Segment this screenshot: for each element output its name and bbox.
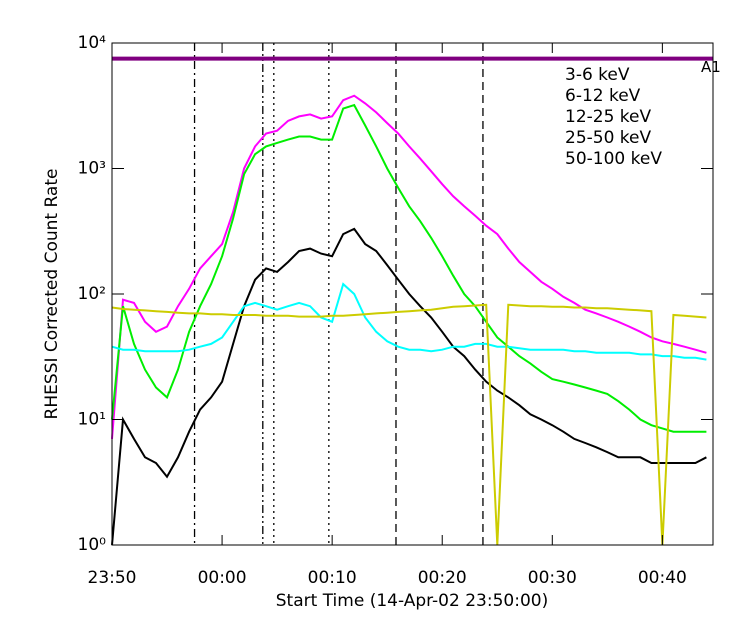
legend-entry: 12-25 keV — [565, 107, 651, 127]
x-tick-label: 00:00 — [198, 568, 247, 588]
legend-entry: 3-6 keV — [565, 65, 630, 85]
x-tick-label: 00:30 — [528, 568, 577, 588]
legend-entry: 25-50 keV — [565, 128, 651, 148]
series-line — [111, 94, 707, 439]
series-line — [111, 282, 707, 361]
series-line — [111, 303, 707, 546]
legend-entry: 50-100 keV — [565, 149, 662, 169]
legend-entry: 6-12 keV — [565, 86, 641, 106]
x-axis-label: Start Time (14-Apr-02 23:50:00) — [276, 591, 548, 611]
y-tick-label: 10² — [78, 284, 106, 304]
x-tick-label: 23:50 — [88, 568, 137, 588]
y-tick-label: 10⁴ — [78, 33, 107, 53]
y-tick-label: 10⁰ — [78, 535, 107, 555]
x-tick-label: 00:40 — [638, 568, 687, 588]
x-tick-label: 00:20 — [418, 568, 467, 588]
y-axis-label: RHESSI Corrected Count Rate — [42, 169, 62, 420]
y-tick-label: 10³ — [78, 159, 106, 179]
y-tick-label: 10¹ — [78, 410, 106, 430]
attenuator-label: A1 — [701, 58, 721, 76]
series-line — [111, 103, 707, 433]
series-line — [111, 227, 707, 546]
x-tick-label: 00:10 — [308, 568, 357, 588]
